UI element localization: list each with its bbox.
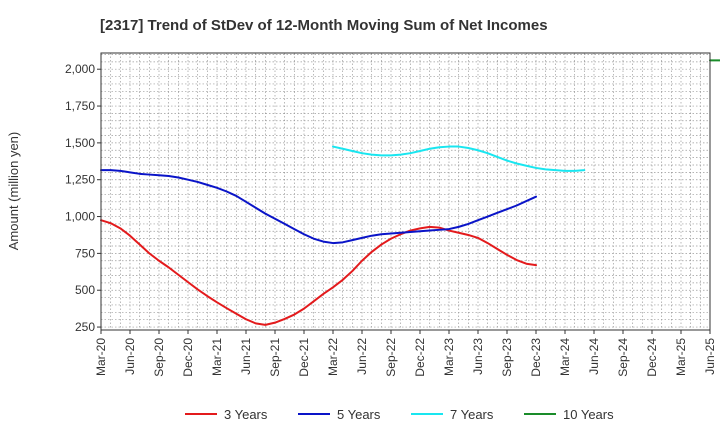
series-line-3: [332, 145, 586, 172]
x-tick-label: Dec-24: [645, 338, 659, 377]
x-tick-label: Jun-20: [123, 338, 137, 375]
y-axis-label: Amount (million yen): [6, 132, 21, 251]
x-tick-label: Mar-24: [558, 338, 572, 376]
x-tick-label: Mar-21: [210, 338, 224, 376]
plot-area: [101, 53, 710, 330]
x-tick-label: Mar-23: [442, 338, 456, 376]
y-tick-label: 750: [75, 246, 95, 260]
x-tick-label: Jun-24: [587, 338, 601, 375]
legend-label-2: 5 Years: [337, 407, 381, 422]
x-tick-label: Mar-20: [94, 338, 108, 376]
axes: [100, 52, 711, 331]
plot-background: [101, 53, 710, 330]
x-tick-label: Sep-22: [384, 338, 398, 377]
legend: 3 Years 5 Years 7 Years 10 Years: [185, 407, 614, 422]
x-tick-label: Jun-23: [471, 338, 485, 375]
x-tick-label: Dec-21: [297, 338, 311, 377]
x-tick-label: Mar-25: [674, 338, 688, 376]
chart-title: [2317] Trend of StDev of 12-Month Moving…: [100, 17, 548, 34]
series-lines: [100, 59, 720, 326]
grid-lines: [101, 53, 711, 330]
series-line-2: [100, 169, 537, 245]
x-tick-label: Jun-21: [239, 338, 253, 375]
legend-label-4: 10 Years: [563, 407, 614, 422]
x-tick-label: Jun-25: [703, 338, 717, 375]
y-tick-label: 1,000: [65, 210, 95, 224]
series-line-1: [100, 219, 537, 326]
y-tick-label: 1,500: [65, 136, 95, 150]
legend-label-1: 3 Years: [224, 407, 268, 422]
y-tick-label: 250: [75, 320, 95, 334]
x-tick-label: Dec-23: [529, 338, 543, 377]
y-tick-label: 500: [75, 283, 95, 297]
x-tick-label: Dec-20: [181, 338, 195, 377]
y-tick-label: 1,250: [65, 173, 95, 187]
x-tick-label: Mar-22: [326, 338, 340, 376]
x-tick-label: Sep-20: [152, 338, 166, 377]
x-tick-label: Sep-23: [500, 338, 514, 377]
y-tick-label: 1,750: [65, 99, 95, 113]
x-tick-label: Sep-21: [268, 338, 282, 377]
x-tick-label: Jun-22: [355, 338, 369, 375]
x-tick-label: Sep-24: [616, 338, 630, 377]
legend-label-3: 7 Years: [450, 407, 494, 422]
x-tick-label: Dec-22: [413, 338, 427, 377]
y-tick-label: 2,000: [65, 62, 95, 76]
tick-labels: 250 500 750 1,000 1,250 1,500 1,750 2,000 Mar-20…: [65, 62, 717, 376]
plot-border: [100, 52, 711, 331]
